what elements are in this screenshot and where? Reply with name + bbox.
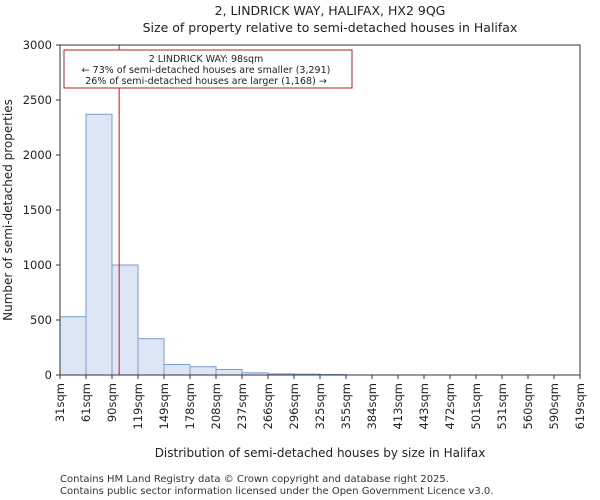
x-tick-label: 178sqm (183, 383, 197, 429)
bar-31sqm (59, 316, 87, 376)
x-tick-label: 413sqm (391, 383, 405, 429)
annotation-line-3: 26% of semi-detached houses are larger (… (85, 76, 327, 87)
y-tick-label: 2500 (23, 93, 52, 107)
y-axis-label: Number of semi-detached properties (1, 99, 15, 321)
bar-178sqm (189, 366, 217, 376)
x-tick-label: 119sqm (131, 383, 145, 429)
x-tick-label: 501sqm (469, 383, 483, 429)
annotation-box: 2 LINDRICK WAY: 98sqm ← 73% of semi-deta… (63, 49, 353, 89)
x-tick-label: 443sqm (417, 383, 431, 429)
bar-series (59, 113, 347, 376)
x-tick-label: 472sqm (443, 383, 457, 429)
footer-line-2: Contains public sector information licen… (60, 486, 493, 497)
bar-61sqm (85, 113, 113, 376)
y-tick-label: 2000 (23, 148, 52, 162)
annotation-line-1: 2 LINDRICK WAY: 98sqm (149, 54, 264, 65)
x-tick-label: 237sqm (235, 383, 249, 429)
y-tick-label: 0 (45, 368, 52, 382)
x-tick-label: 266sqm (261, 383, 275, 429)
y-tick-label: 3000 (23, 38, 52, 52)
bar-119sqm (137, 338, 165, 376)
x-tick-label: 560sqm (521, 383, 535, 429)
x-tick-label: 31sqm (53, 383, 67, 422)
x-tick-label: 619sqm (573, 383, 587, 429)
x-tick-label: 208sqm (209, 383, 223, 429)
x-tick-label: 355sqm (339, 383, 353, 429)
footer-line-1: Contains HM Land Registry data © Crown c… (60, 474, 449, 485)
x-tick-label: 61sqm (79, 383, 93, 422)
x-tick-label: 296sqm (287, 383, 301, 429)
y-tick-label: 1500 (23, 203, 52, 217)
x-tick-label: 90sqm (105, 383, 119, 422)
x-tick-label: 325sqm (313, 383, 327, 429)
x-tick-label: 149sqm (157, 383, 171, 429)
y-axis: 0 500 1000 1500 2000 2500 3000 (23, 38, 60, 382)
bar-149sqm (163, 364, 191, 376)
bar-90sqm (111, 264, 139, 376)
annotation-line-2: ← 73% of semi-detached houses are smalle… (82, 65, 331, 76)
bar-208sqm (215, 369, 243, 376)
x-tick-label: 531sqm (495, 383, 509, 429)
chart-subtitle: Size of property relative to semi-detach… (143, 20, 518, 35)
x-tick-label: 590sqm (547, 383, 561, 429)
x-tick-label: 384sqm (365, 383, 379, 429)
y-tick-label: 500 (30, 313, 52, 327)
x-axis: 31sqm 61sqm 90sqm 119sqm 149sqm 178sqm 208sqm 2… (53, 375, 587, 429)
chart-title: 2, LINDRICK WAY, HALIFAX, HX2 9QG (215, 3, 446, 18)
y-tick-label: 1000 (23, 258, 52, 272)
plot-frame (59, 44, 581, 376)
x-axis-label: Distribution of semi-detached houses by … (155, 446, 486, 460)
